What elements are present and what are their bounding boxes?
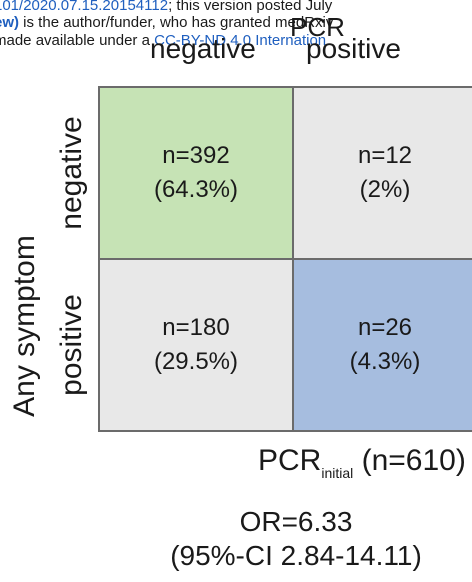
cell-percent: (29.5%) [153, 348, 239, 375]
row-title: Any symptom [2, 116, 48, 536]
cell-count: n=392 [162, 142, 230, 169]
cell-percent: (4.3%) [349, 348, 421, 375]
x-axis-label-subscript: initial [321, 465, 354, 481]
x-axis-label-n: (n=610) [353, 444, 466, 477]
cell-pos-neg: n=180 (29.5%) [98, 258, 294, 432]
row-label-positive: positive [50, 258, 94, 432]
review-link[interactable]: ew) [0, 14, 20, 31]
column-title: PCR [290, 12, 345, 42]
cell-count: n=12 [357, 142, 413, 169]
preprint-header-line-3: made available under a CC-BY-ND 4.0 Inte… [0, 33, 472, 49]
cell-neg-neg: n=392 (64.3%) [98, 86, 294, 260]
row-title-text: Any symptom [8, 235, 41, 417]
funder-text: is the author/funder, who has granted me… [19, 14, 334, 31]
x-axis-label-main: PCR [258, 444, 322, 477]
odds-ratio: OR=6.33 [239, 506, 353, 537]
license-text: made available under a [0, 32, 155, 49]
license-link[interactable]: CC-BY-ND 4.0 Internation [154, 32, 327, 49]
preprint-header-line-1: 101/2020.07.15.20154112; this version po… [0, 0, 472, 14]
doi-link[interactable]: 101/2020.07.15.20154112 [0, 0, 169, 14]
contingency-table: n=392 (64.3%) n=12 (2%) n=180 (29.5%) n=… [98, 86, 472, 432]
confidence-interval: (95%-CI 2.84-14.11) [170, 540, 422, 571]
column-label-positive: positive [306, 33, 401, 64]
cell-count: n=180 [162, 314, 230, 341]
row-label-negative: negative [50, 86, 94, 260]
version-text: ; this version posted July [168, 0, 333, 14]
cell-percent: (64.3%) [153, 176, 239, 203]
preprint-header-line-2: ew) is the author/funder, who has grante… [0, 15, 472, 31]
x-axis-label: PCRinitial (n=610) [258, 444, 466, 481]
cell-count: n=26 [357, 314, 413, 341]
row-label-negative-text: negative [55, 116, 88, 230]
row-label-positive-text: positive [55, 294, 88, 396]
cell-neg-pos: n=12 (2%) [292, 86, 472, 260]
cell-percent: (2%) [359, 176, 411, 203]
column-label-negative: negative [150, 33, 256, 64]
cell-pos-pos: n=26 (4.3%) [292, 258, 472, 432]
